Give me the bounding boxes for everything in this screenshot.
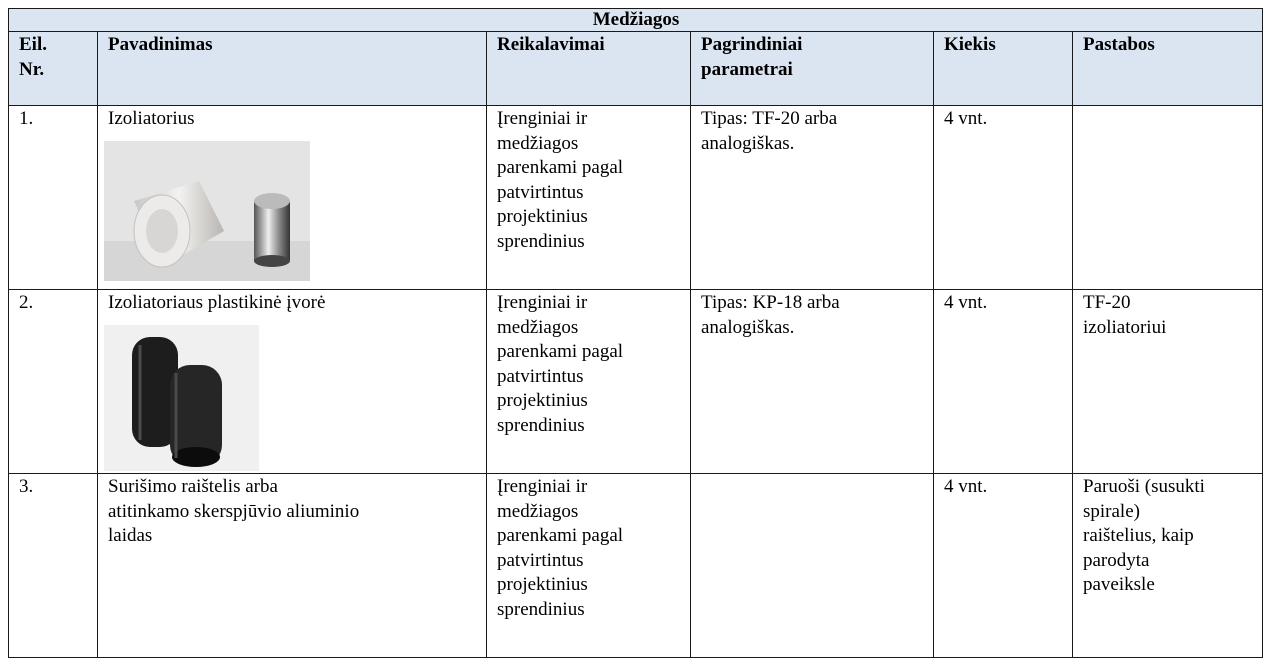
cell-line: medžiagos — [497, 132, 579, 154]
cell-line: Įrenginiai ir — [497, 292, 588, 313]
cell-line: 4 vnt. — [944, 292, 988, 313]
cell-line: laidas — [108, 525, 153, 546]
cell-line: Įrenginiai ir — [497, 108, 588, 129]
bushing-image — [104, 325, 259, 471]
body-cell: Įrenginiai ir medžiagos parenkami pagal pat… — [486, 105, 691, 290]
cell-line: parenkami pagal — [497, 341, 624, 362]
body-cell: Paruoši (susukti spirale) raištelius, kaip… — [1071, 473, 1264, 658]
materials-table: Medžiagos Eil. Nr. Pavadinimas Reikalavimai… — [7, 8, 1264, 658]
cell-line: Eil. — [19, 34, 47, 55]
cell-line: Įrenginiai ir — [497, 476, 588, 497]
cell-line: Nr. — [19, 58, 45, 80]
body-cell: 2. — [8, 289, 98, 474]
body-cell: 4 vnt. — [933, 289, 1073, 474]
head-cell: Kiekis — [933, 31, 1073, 106]
cell-line: raištelius, kaip — [1083, 525, 1194, 546]
body-row: 2. Izoliatoriaus plastikinė įvorė Įrengini… — [8, 289, 1264, 474]
cell-line: analogiškas. — [701, 316, 795, 338]
cell-line: atitinkamo skerspjūvio aliuminio — [108, 500, 360, 522]
body-row: 3. Surišimo raištelis arba atitinkamo sker… — [8, 473, 1264, 658]
cell-line: paveiksle — [1083, 574, 1155, 595]
cell-line: Tipas: KP-18 arba — [701, 292, 840, 313]
cell-line: spirale) — [1083, 500, 1140, 522]
body-cell: Įrenginiai ir medžiagos parenkami pagal pat… — [486, 473, 691, 658]
cell-line: Kiekis — [944, 34, 996, 55]
cell-line: sprendinius — [497, 598, 585, 620]
head-cell: Pagrindiniai parametrai — [690, 31, 934, 106]
cell-line: patvirtintus — [497, 181, 584, 203]
head-row: Eil. Nr. Pavadinimas Reikalavimai Pagrindini… — [8, 31, 1264, 106]
body-cell: 1. — [8, 105, 98, 290]
cell-line: Surišimo raištelis arba — [108, 476, 278, 497]
cell-line: medžiagos — [497, 316, 579, 338]
cell-line: parodyta — [1083, 549, 1150, 571]
head-cell: Pavadinimas — [97, 31, 487, 106]
body-cell: 4 vnt. — [933, 473, 1073, 658]
insulator-image — [104, 141, 310, 281]
cell-line: Pastabos — [1083, 34, 1155, 55]
cell-line: sprendinius — [497, 414, 585, 436]
head-cell: Reikalavimai — [486, 31, 691, 106]
cell-line: parenkami pagal — [497, 525, 624, 546]
cell-line: projektinius — [497, 206, 588, 227]
body-cell: Tipas: KP-18 arba analogiškas. — [690, 289, 934, 474]
cell-line: Pavadinimas — [108, 34, 213, 55]
cell-line: izoliatoriui — [1083, 316, 1167, 338]
cell-line: analogiškas. — [701, 132, 795, 154]
cell-line: Pagrindiniai — [701, 34, 803, 55]
cell-line: Paruoši (susukti — [1083, 476, 1205, 497]
body-cell: 4 vnt. — [933, 105, 1073, 290]
body-cell — [690, 473, 934, 658]
cell-line: Tipas: TF-20 arba — [701, 108, 838, 129]
body-cell: Tipas: TF-20 arba analogiškas. — [690, 105, 934, 290]
cell-line: sprendinius — [497, 230, 585, 252]
body-cell — [1071, 105, 1264, 290]
body-cell: TF-20 izoliatoriui — [1071, 289, 1264, 474]
head-cell: Pastabos — [1071, 31, 1264, 106]
cell-line: parametrai — [701, 58, 793, 80]
cell-line: 2. — [19, 292, 34, 313]
cell-line: parenkami pagal — [497, 157, 624, 178]
cell-line: patvirtintus — [497, 365, 584, 387]
cell-line: Izoliatoriaus plastikinė įvorė — [108, 292, 326, 313]
title-row: Medžiagos — [7, 8, 1264, 32]
cell-line: projektinius — [497, 390, 588, 411]
head-cell: Eil. Nr. — [8, 31, 98, 106]
cell-line: projektinius — [497, 574, 588, 595]
cell-line: 4 vnt. — [944, 108, 988, 129]
cell-line: Izoliatorius — [108, 108, 195, 129]
cell-line: Reikalavimai — [497, 34, 605, 55]
cell-line: 4 vnt. — [944, 476, 988, 497]
body-row: 1. Izoliatorius Įrenginiai ir medžiagos pare… — [8, 105, 1264, 290]
table-body: Medžiagos Eil. Nr. Pavadinimas Reikalavimai… — [7, 8, 1264, 658]
cell-line: 1. — [19, 108, 34, 129]
cell-line: TF-20 — [1083, 292, 1131, 313]
body-cell: Įrenginiai ir medžiagos parenkami pagal pat… — [486, 289, 691, 474]
title-cell: Medžiagos — [7, 8, 1264, 32]
body-cell: 3. — [8, 473, 98, 658]
body-cell: Surišimo raištelis arba atitinkamo skersp… — [97, 473, 487, 658]
cell-line: 3. — [19, 476, 34, 497]
cell-line: medžiagos — [497, 500, 579, 522]
cell-line: patvirtintus — [497, 549, 584, 571]
